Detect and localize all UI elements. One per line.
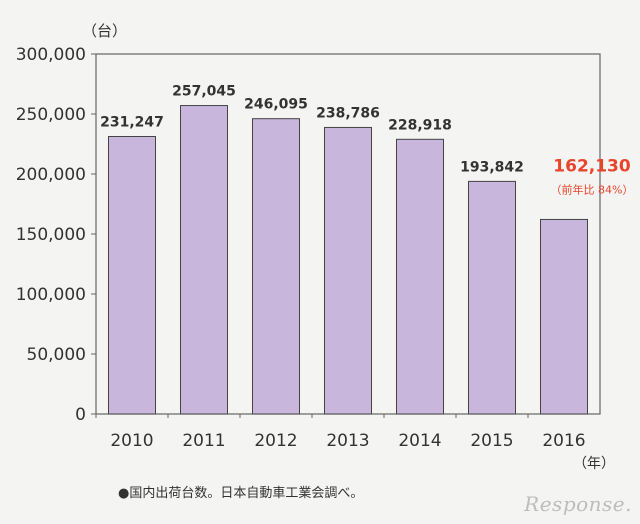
- x-tick-label: 2013: [326, 431, 369, 451]
- x-tick-label: 2015: [470, 431, 513, 451]
- data-label-highlight: 162,130: [553, 156, 631, 176]
- data-label: 193,842: [460, 159, 524, 175]
- bar: [540, 218, 588, 415]
- response-logo: Response.: [524, 492, 632, 516]
- footnote: ●国内出荷台数。日本自動車工業会調べ。: [118, 486, 364, 501]
- data-label: 246,095: [244, 97, 308, 113]
- y-tick-label: 100,000: [16, 285, 86, 305]
- bar: [324, 126, 372, 415]
- bar: [468, 180, 516, 415]
- x-tick-label: 2012: [254, 431, 297, 451]
- data-label-note: （前年比 84%）: [551, 182, 634, 196]
- y-tick-label: 300,000: [16, 45, 86, 65]
- bar: [396, 138, 444, 415]
- y-tick-label: 50,000: [27, 345, 86, 365]
- x-tick-label: 2014: [398, 431, 441, 451]
- data-label: 228,918: [388, 117, 452, 133]
- y-tick-label: 0: [75, 405, 86, 425]
- x-tick-label: 2011: [182, 431, 225, 451]
- x-tick-label: 2016: [542, 431, 585, 451]
- x-unit-label: （年）: [573, 456, 615, 472]
- data-label: 257,045: [172, 84, 236, 100]
- bar: [180, 105, 228, 415]
- bar: [252, 118, 300, 415]
- y-unit-label: （台）: [82, 22, 127, 40]
- y-tick-label: 150,000: [16, 225, 86, 245]
- x-tick-label: 2010: [110, 431, 153, 451]
- bar: [108, 136, 156, 415]
- y-tick-label: 250,000: [16, 105, 86, 125]
- data-label: 238,786: [316, 105, 380, 121]
- y-tick-label: 200,000: [16, 165, 86, 185]
- data-label: 231,247: [100, 115, 164, 131]
